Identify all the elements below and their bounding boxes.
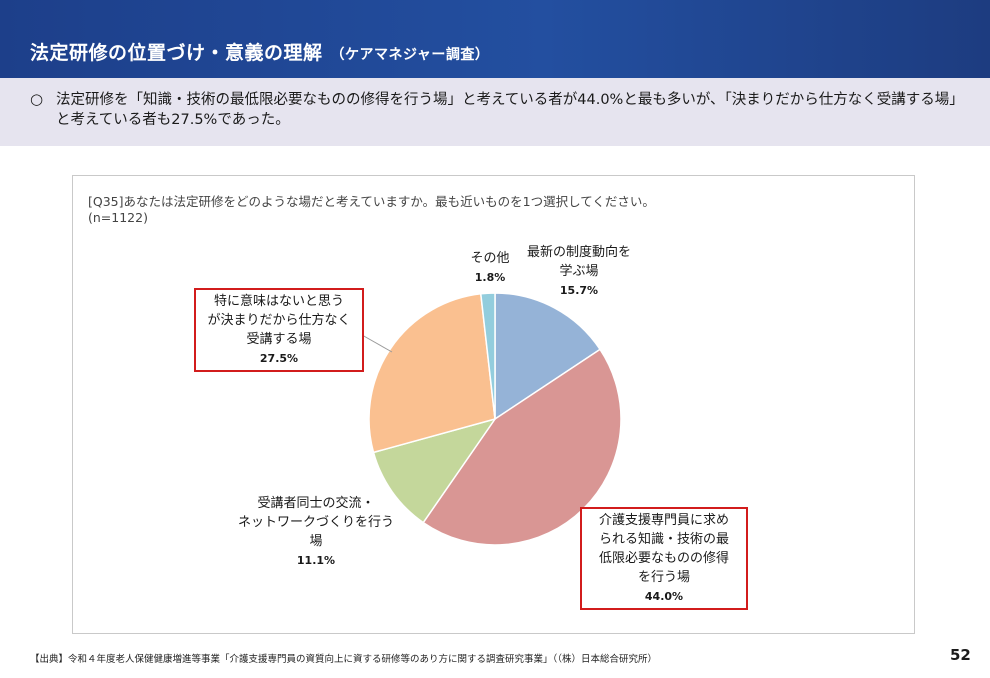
slice-label-line: 介護支援専門員に求め: [598, 513, 729, 528]
slice-label-line: 受講者同士の交流・: [257, 496, 375, 511]
leader-line: [361, 334, 393, 353]
slice-label-line: が決まりだから仕方なく: [207, 313, 351, 328]
slice-label-obligatory: 特に意味はないと思う が決まりだから仕方なく 受講する場 27.5%: [194, 288, 364, 372]
slice-label-line: られる知識・技術の最: [598, 532, 729, 547]
slice-label-other: その他 1.8%: [458, 249, 522, 287]
slice-label-line: 学ぶ場: [559, 264, 599, 279]
pie-slice-networking: [372, 417, 497, 524]
chart-sample-size: (n=1122): [88, 210, 148, 225]
title-bar: 法定研修の位置づけ・意義の理解 （ケアマネジャー調査）: [0, 0, 990, 78]
pie-slice-obligatory: [368, 292, 496, 454]
pie-slice-other: [479, 292, 496, 420]
page-title: 法定研修の位置づけ・意義の理解 （ケアマネジャー調査）: [30, 38, 489, 65]
page-number: 52: [950, 646, 971, 664]
pie-slice-new-policy: [494, 292, 602, 421]
slice-label-line: その他: [470, 251, 510, 266]
slice-label-core-knowledge: 介護支援専門員に求め られる知識・技術の最 低限必要なものの修得 を行う場 44.0%: [580, 507, 748, 610]
slice-value-label: 15.7%: [559, 284, 599, 297]
summary-text: 法定研修を「知識・技術の最低限必要なものの修得を行う場」と考えている者が44.0…: [56, 92, 957, 128]
slice-value-label: 11.1%: [296, 554, 336, 567]
slice-label-line: 受講する場: [246, 332, 312, 347]
summary-bullet: ○: [30, 90, 44, 108]
slice-label-line: を行う場: [637, 570, 690, 585]
page-title-main: 法定研修の位置づけ・意義の理解: [30, 42, 323, 64]
summary-box: ○ 法定研修を「知識・技術の最低限必要なものの修得を行う場」と考えている者が44…: [0, 78, 990, 146]
slice-value-label: 44.0%: [644, 590, 684, 603]
slice-value-label: 27.5%: [259, 352, 299, 365]
slice-label-line: 特に意味はないと思う: [213, 294, 344, 309]
slice-label-line: 低限必要なものの修得: [598, 551, 729, 566]
slice-label-line: 最新の制度動向を: [526, 245, 631, 260]
slice-label-networking: 受講者同士の交流・ネットワークづくりを行う場 11.1%: [216, 494, 416, 570]
slice-label-line: 場: [309, 534, 323, 549]
slice-label-line: ネットワークづくりを行う: [237, 515, 394, 530]
slice-value-label: 1.8%: [474, 271, 506, 284]
slice-label-new-policy: 最新の制度動向を 学ぶ場 15.7%: [514, 243, 644, 300]
page-title-subtitle: （ケアマネジャー調査）: [330, 47, 490, 63]
chart-question: [Q35]あなたは法定研修をどのような場だと考えていますか。最も近いものを1つ選…: [88, 194, 655, 209]
source-citation: 【出典】令和４年度老人保健健康増進等事業「介護支援専門員の資質向上に資する研修等…: [30, 654, 658, 665]
